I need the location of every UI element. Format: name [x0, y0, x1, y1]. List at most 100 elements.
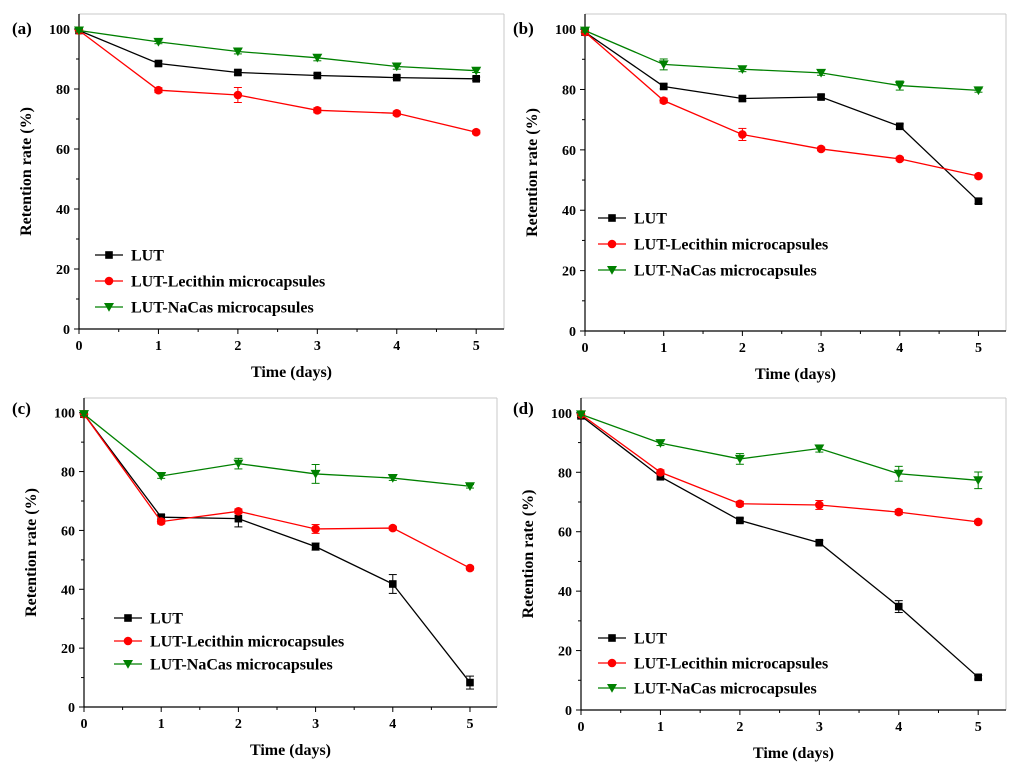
data-point	[735, 499, 745, 509]
data-point	[893, 469, 904, 479]
x-tick-label: 2	[234, 339, 241, 354]
data-point	[894, 81, 905, 91]
series	[576, 410, 984, 490]
panel-label: (d)	[513, 399, 534, 418]
data-point	[659, 96, 668, 105]
data-point	[154, 59, 163, 68]
x-tick-label: 5	[975, 341, 982, 356]
legend-label: LUT-Lecithin microcapsules	[634, 656, 828, 673]
panel-label: (c)	[12, 399, 31, 418]
x-tick-label: 0	[76, 339, 83, 354]
data-point	[464, 482, 475, 492]
data-point	[387, 474, 398, 483]
data-point	[311, 524, 320, 534]
data-point	[973, 517, 983, 527]
data-point	[974, 673, 982, 682]
panel-label: (a)	[12, 19, 32, 38]
legend-label: LUT-NaCas microcapsules	[634, 263, 817, 280]
y-tick-label: 0	[68, 701, 75, 716]
data-point	[973, 86, 984, 96]
data-point	[391, 62, 402, 72]
y-tick-label: 60	[558, 526, 572, 541]
data-point	[233, 459, 244, 469]
y-tick-label: 60	[562, 144, 576, 159]
x-axis-title: Time (days)	[251, 364, 332, 381]
series	[576, 410, 983, 527]
x-tick-label: 3	[816, 720, 823, 735]
data-point	[234, 507, 243, 516]
x-tick-label: 3	[314, 339, 321, 354]
legend-label: LUT	[634, 211, 667, 228]
y-axis-title: Retention rate (%)	[520, 490, 537, 619]
data-point	[973, 476, 984, 486]
y-tick-label: 20	[558, 645, 572, 660]
data-point	[234, 68, 242, 77]
data-point	[815, 500, 824, 510]
legend-label: LUT-Lecithin microcapsules	[131, 274, 325, 291]
data-point	[471, 66, 482, 76]
data-point	[816, 68, 827, 78]
series-line	[584, 30, 979, 92]
legend-label: LUT	[634, 631, 667, 648]
x-tick-label: 4	[393, 339, 400, 354]
data-point	[392, 109, 402, 118]
y-tick-label: 100	[54, 407, 75, 422]
series	[74, 26, 482, 76]
legend-label: LUT-NaCas microcapsules	[634, 681, 817, 698]
data-point	[656, 467, 665, 477]
x-tick-label: 2	[739, 341, 746, 356]
chart-panel: 0 1 2 3 4 5 0 20 40 60 80 100 Time (days) Retention r…	[12, 397, 498, 759]
x-tick-label: 1	[155, 339, 162, 354]
data-point	[974, 197, 983, 205]
data-point	[894, 507, 904, 517]
data-point	[472, 75, 480, 83]
series-line	[584, 31, 979, 177]
data-point	[471, 127, 481, 137]
x-tick-label: 2	[235, 717, 242, 732]
x-tick-label: 1	[657, 720, 664, 735]
x-tick-label: 1	[158, 717, 165, 732]
x-axis-title: Time (days)	[753, 745, 834, 762]
data-point	[895, 122, 904, 131]
y-tick-label: 100	[551, 407, 572, 422]
y-tick-label: 80	[562, 83, 576, 98]
y-tick-label: 60	[61, 524, 75, 539]
y-axis-title: Retention rate (%)	[18, 107, 35, 236]
data-point	[734, 454, 745, 464]
x-tick-label: 2	[736, 720, 743, 735]
y-tick-label: 0	[569, 325, 576, 340]
data-point	[895, 154, 905, 164]
data-point	[232, 47, 243, 57]
legend: LUT LUT-Lecithin microcapsules LUT-NaCas m…	[114, 611, 344, 674]
data-point	[154, 85, 163, 95]
data-point	[74, 26, 84, 36]
panel-label: (b)	[513, 19, 534, 38]
x-tick-label: 4	[896, 341, 903, 356]
chart-panel: 0 1 2 3 4 5 0 20 40 60 80 100 Time (days) Retention r…	[513, 397, 1007, 762]
y-tick-label: 80	[56, 83, 70, 98]
data-point	[388, 580, 397, 588]
data-point	[156, 471, 167, 481]
data-point	[974, 171, 983, 181]
data-point	[655, 439, 666, 448]
x-tick-label: 4	[389, 717, 396, 732]
legend-marker	[607, 266, 617, 275]
legend-marker	[607, 684, 617, 693]
series	[580, 26, 984, 96]
legend-marker	[123, 660, 133, 669]
series-line	[584, 31, 979, 202]
y-tick-label: 20	[562, 265, 576, 280]
x-tick-label: 5	[473, 339, 480, 354]
y-tick-label: 20	[56, 263, 70, 278]
y-tick-label: 20	[61, 642, 75, 657]
data-point	[153, 37, 164, 47]
data-point	[576, 410, 586, 420]
legend: LUT LUT-Lecithin microcapsules LUT-NaCas m…	[598, 631, 828, 698]
x-tick-label: 0	[578, 720, 585, 735]
y-tick-label: 80	[61, 466, 75, 481]
series-line	[78, 29, 477, 133]
data-point	[736, 516, 744, 525]
y-tick-label: 100	[555, 23, 576, 38]
y-tick-label: 40	[558, 585, 572, 600]
